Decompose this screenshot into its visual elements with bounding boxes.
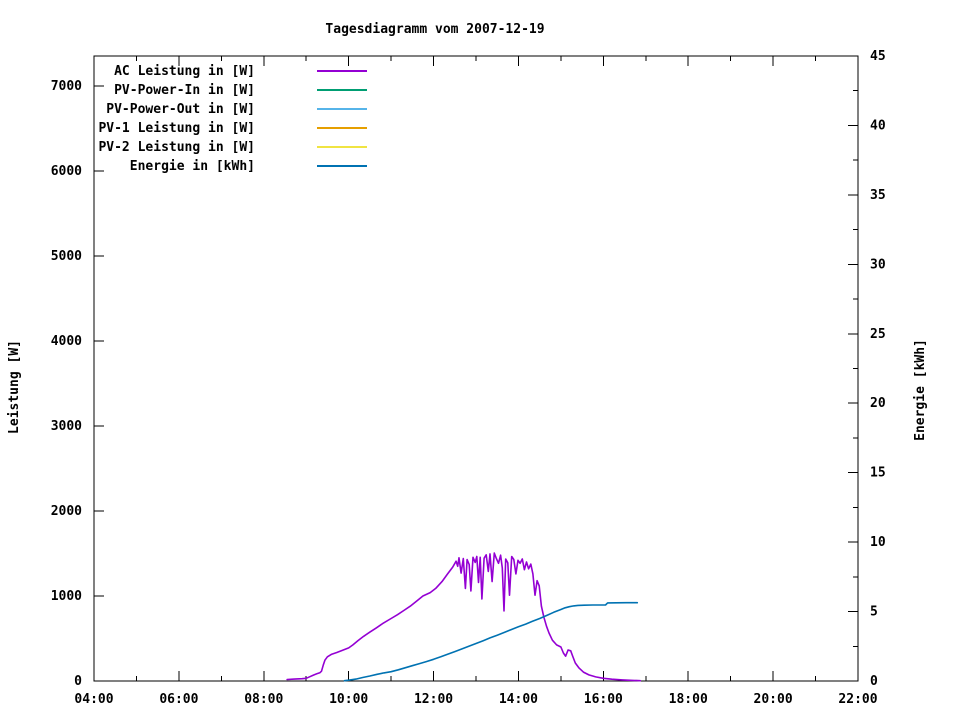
x-tick-label: 14:00 (499, 692, 538, 707)
legend-item: AC Leistung in [W] (114, 64, 367, 79)
x-tick-label: 04:00 (74, 692, 113, 707)
axis-ticks (93, 55, 859, 682)
legend-item: PV-2 Leistung in [W] (98, 140, 367, 155)
chart-title: Tagesdiagramm vom 2007-12-19 (325, 22, 544, 37)
legend-label: PV-Power-In in [W] (114, 83, 255, 98)
legend-label: Energie in [kWh] (130, 159, 255, 174)
y-right-tick-label: 10 (870, 535, 886, 550)
y-right-tick-label: 45 (870, 49, 886, 64)
legend: AC Leistung in [W] PV-Power-In in [W] PV-P… (98, 64, 367, 174)
y-axis-label-right: Energie [kWh] (913, 339, 928, 441)
x-tick-label: 10:00 (329, 692, 368, 707)
series-curve-energie-in-kwh- (343, 601, 639, 682)
legend-item: PV-Power-In in [W] (114, 83, 367, 98)
x-tick-label: 18:00 (669, 692, 708, 707)
x-tick-label: 20:00 (754, 692, 793, 707)
legend-label: PV-2 Leistung in [W] (98, 140, 255, 155)
y-left-tick-label: 1000 (51, 589, 82, 604)
legend-label: AC Leistung in [W] (114, 64, 255, 79)
y-right-tick-label: 20 (870, 396, 886, 411)
x-tick-label: 12:00 (414, 692, 453, 707)
y-right-tick-label: 5 (870, 605, 878, 620)
y-right-tick-label: 15 (870, 466, 886, 481)
legend-item: PV-Power-Out in [W] (106, 102, 367, 117)
y-right-tick-label: 30 (870, 257, 886, 272)
y-axis-label-left: Leistung [W] (7, 340, 22, 434)
x-tick-label: 22:00 (838, 692, 877, 707)
y-left-tick-label: 5000 (51, 249, 82, 264)
y-left-tick-label: 0 (74, 674, 82, 689)
x-tick-label: 16:00 (584, 692, 623, 707)
legend-label: PV-1 Leistung in [W] (98, 121, 255, 136)
series-curve-ac-leistung-in-w- (286, 552, 642, 682)
y-right-tick-label: 0 (870, 674, 878, 689)
y-left-tick-label: 3000 (51, 419, 82, 434)
y-left-tick-label: 4000 (51, 334, 82, 349)
y-right-tick-label: 40 (870, 118, 886, 133)
y-left-tick-label: 6000 (51, 164, 82, 179)
legend-item: PV-1 Leistung in [W] (98, 121, 367, 136)
y-left-tick-label: 7000 (51, 79, 82, 94)
series-curves (286, 552, 642, 682)
y-left-tick-label: 2000 (51, 504, 82, 519)
y-right-tick-label: 25 (870, 327, 886, 342)
legend-item: Energie in [kWh] (130, 159, 367, 174)
x-tick-label: 06:00 (159, 692, 198, 707)
legend-label: PV-Power-Out in [W] (106, 102, 255, 117)
axis-tick-labels: 04:00 06:00 08:00 10:00 12:00 14:00 16:00 18:00… (51, 49, 886, 707)
y-right-tick-label: 35 (870, 188, 886, 203)
x-tick-label: 08:00 (244, 692, 283, 707)
